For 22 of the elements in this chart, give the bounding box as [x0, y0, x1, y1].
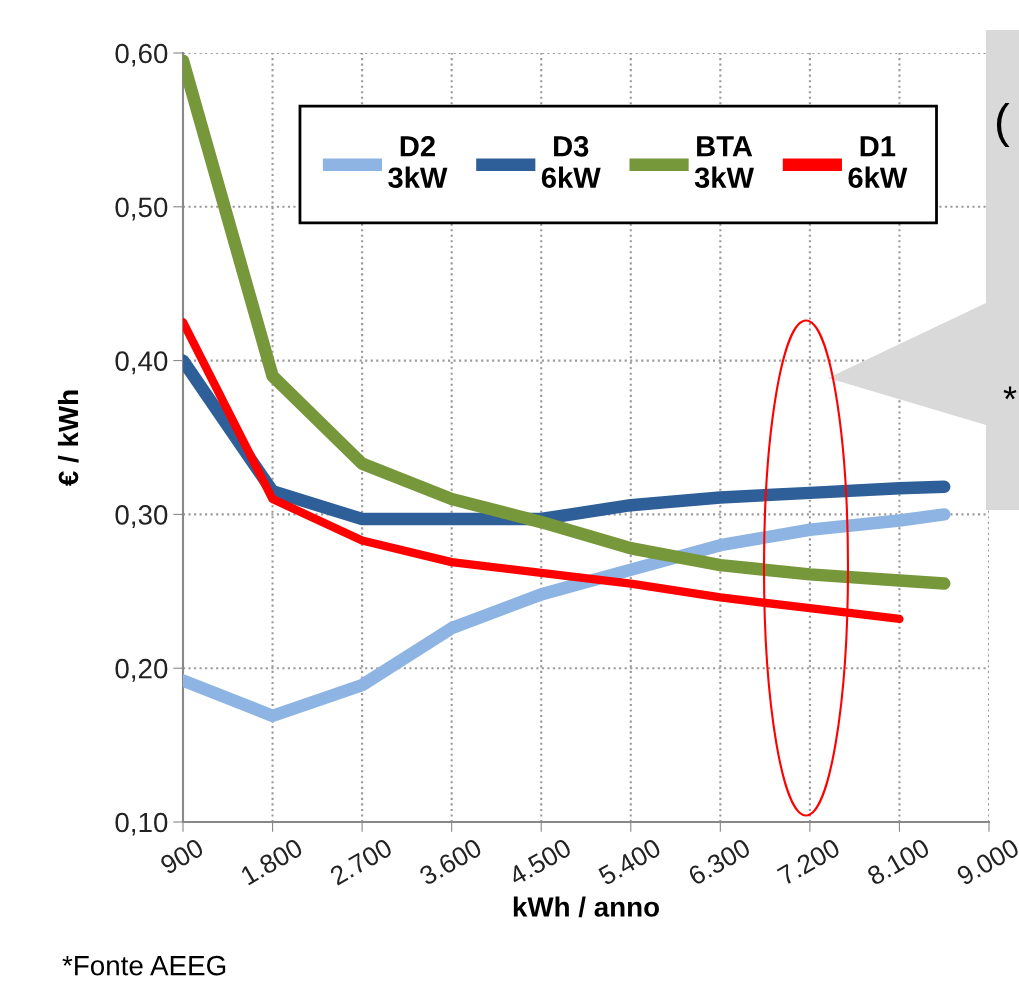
x-tick-label: 900	[159, 837, 205, 875]
y-tick-label: 0,30	[115, 505, 168, 529]
text: *	[1003, 386, 1017, 400]
text: *Fonte AEEG	[62, 955, 226, 976]
legend-label: D3 6kW	[541, 135, 601, 189]
legend-label: D1 6kW	[848, 136, 908, 189]
x-tick-label: 4.500	[507, 837, 573, 887]
y-tick-label: 0,50	[115, 197, 168, 221]
x-tick-label: 3.600	[418, 837, 483, 886]
text: (	[996, 102, 1010, 147]
y-axis-title: € / kWh	[57, 390, 79, 486]
x-tick-label: 5.400	[597, 837, 663, 886]
legend-label: D2 3kW	[388, 135, 448, 189]
x-tick-label: 6.300	[687, 837, 752, 886]
y-tick-label: 0,10	[115, 812, 168, 836]
x-axis-title: kWh / anno	[513, 896, 659, 918]
legend-label: BTA 3kW	[694, 136, 755, 189]
x-tick-label: 8.100	[866, 837, 931, 886]
y-tick-label: 0,20	[115, 658, 168, 682]
y-tick-label: 0,40	[115, 351, 168, 375]
x-tick-label: 7.200	[776, 837, 842, 886]
y-tick-label: 0,60	[115, 43, 168, 67]
